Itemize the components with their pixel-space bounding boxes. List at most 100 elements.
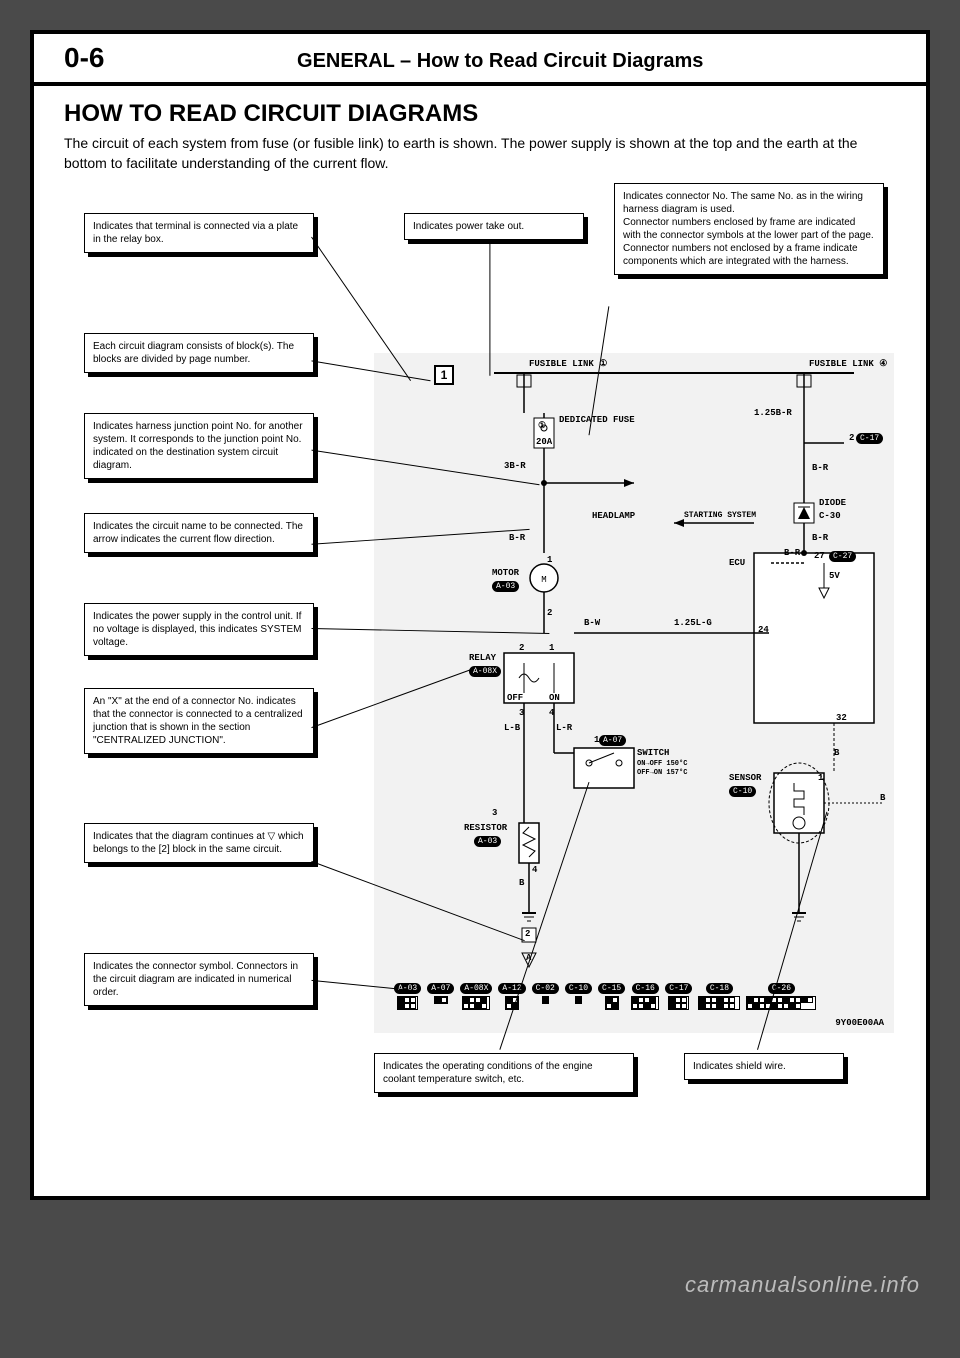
connector-pin-box <box>631 996 659 1010</box>
connector-symbol: A-08X <box>460 983 492 1010</box>
wire-br-3: B-R <box>812 533 828 543</box>
resistor-label: RESISTOR <box>464 823 507 833</box>
relay-conn-oval: A-08X <box>469 666 501 677</box>
ecu-5v: 5V <box>829 571 840 581</box>
switch-off-on: OFF→ON 157°C <box>637 769 687 777</box>
connector-symbol: C-02 <box>532 983 559 1004</box>
connector-symbol: C-10 <box>565 983 592 1004</box>
dedicated-fuse-label: DEDICATED FUSE <box>559 415 635 425</box>
wire-b-3: B <box>834 748 839 758</box>
page-header: 0-6 GENERAL – How to Read Circuit Diagra… <box>34 34 926 86</box>
node-1: 1 <box>547 555 552 565</box>
switch-on-off: ON→OFF 150°C <box>637 760 687 768</box>
fuse-amp-label: 20A <box>536 437 552 447</box>
node-2: 2 <box>547 608 552 618</box>
connector-id-oval: C-02 <box>532 983 559 994</box>
wire-b-2: B <box>880 793 885 803</box>
node-1c: 1 <box>549 643 554 653</box>
svg-text:M: M <box>541 575 546 585</box>
content-area: Indicates that terminal is connected via… <box>34 183 926 1183</box>
connector-symbol: C-18 <box>698 983 740 1010</box>
connector-id-oval: C-10 <box>565 983 592 994</box>
connector-pin-box <box>434 996 448 1004</box>
page-number: 0-6 <box>64 42 104 74</box>
header-title: GENERAL – How to Read Circuit Diagrams <box>104 50 896 73</box>
node-1b: 1 <box>594 735 599 745</box>
wire-b-1: B <box>519 878 524 888</box>
connector-pin-box <box>746 996 816 1010</box>
intro-paragraph: The circuit of each system from fuse (or… <box>34 134 926 183</box>
sensor-label: SENSOR <box>729 773 761 783</box>
connector-id-oval: C-26 <box>768 983 795 994</box>
connector-pin-box <box>698 996 740 1010</box>
connector-pin-box <box>605 996 619 1010</box>
node-3a: 3 <box>519 708 524 718</box>
wire-125br: 1.25B-R <box>754 408 792 418</box>
diode-label: DIODE <box>819 498 846 508</box>
connector-id-oval: A-12 <box>498 983 525 994</box>
callout-x-connector: An "X" at the end of a connector No. ind… <box>84 688 314 754</box>
wire-3br: 3B-R <box>504 461 526 471</box>
pin-32: 32 <box>836 713 847 723</box>
watermark: carmanualsonline.info <box>685 1272 920 1298</box>
connector-id-oval: C-17 <box>665 983 692 994</box>
section-title: HOW TO READ CIRCUIT DIAGRAMS <box>34 86 926 134</box>
connector-pin-box <box>462 996 490 1010</box>
fusible-link-right-label: FUSIBLE LINK ④ <box>809 359 887 369</box>
wire-br-2: B-R <box>509 533 525 543</box>
ecu-label: ECU <box>729 558 745 568</box>
connector-pin-box <box>575 996 582 1004</box>
connector-symbol: C-26 <box>746 983 816 1010</box>
connector-pin-box <box>397 996 418 1010</box>
pin-27: 27 <box>814 551 825 561</box>
node-1d: 1 <box>818 773 823 783</box>
connector-symbol: A-07 <box>427 983 454 1004</box>
ref-code: 9Y00E00AA <box>835 1018 884 1028</box>
connector-id-oval: A-07 <box>427 983 454 994</box>
relay-off: OFF <box>507 693 523 703</box>
callout-connector-no: Indicates connector No. The same No. as … <box>614 183 884 275</box>
wire-lr: L-R <box>556 723 572 733</box>
connector-id-oval: C-18 <box>706 983 733 994</box>
pin-2: 2 <box>849 433 854 443</box>
pin-24: 24 <box>758 625 769 635</box>
motor-conn-oval: A-03 <box>492 581 519 592</box>
manual-page: 0-6 GENERAL – How to Read Circuit Diagra… <box>30 30 930 1200</box>
conn-c17-oval: C-17 <box>856 433 883 444</box>
callout-terminal-plate: Indicates that terminal is connected via… <box>84 213 314 253</box>
connector-id-oval: A-08X <box>460 983 492 994</box>
wire-bw: B-W <box>584 618 600 628</box>
node-2b: 2 <box>519 643 524 653</box>
wiring-svg: M <box>374 353 894 1033</box>
connector-id-oval: C-15 <box>598 983 625 994</box>
relay-on: ON <box>549 693 560 703</box>
connector-symbol: C-16 <box>631 983 659 1010</box>
tri-a: A <box>526 953 531 963</box>
connector-pin-box <box>505 996 519 1010</box>
relay-label: RELAY <box>469 653 496 663</box>
circuit-diagram: 1 <box>374 353 894 1033</box>
node-4a: 4 <box>549 708 554 718</box>
wire-br-4: B-R <box>784 548 800 558</box>
headlamp-label: HEADLAMP <box>592 511 635 521</box>
callout-block-pages: Each circuit diagram consists of block(s… <box>84 333 314 373</box>
connector-symbol-row: A-03A-07A-08XA-12C-02C-10C-15C-16C-17C-1… <box>394 983 816 1010</box>
sensor-conn-oval: C-10 <box>729 786 756 797</box>
fusible-link-left-label: FUSIBLE LINK ① <box>529 359 607 369</box>
callout-diagram-continues: Indicates that the diagram continues at … <box>84 823 314 863</box>
connector-pin-box <box>668 996 689 1010</box>
motor-label: MOTOR <box>492 568 519 578</box>
callout-operating-conditions: Indicates the operating conditions of th… <box>374 1053 634 1093</box>
fuse-circle-label: ① <box>538 421 546 431</box>
tri-num-box: 2 <box>525 929 530 939</box>
conn-c27-oval: C-27 <box>829 551 856 562</box>
node-3b: 3 <box>492 808 497 818</box>
switch-conn-oval: A-07 <box>599 735 626 746</box>
connector-symbol: A-12 <box>498 983 525 1010</box>
wire-br-1: B-R <box>812 463 828 473</box>
callout-junction-point: Indicates harness junction point No. for… <box>84 413 314 479</box>
connector-id-oval: C-16 <box>632 983 659 994</box>
node-4b: 4 <box>532 865 537 875</box>
connector-symbol: C-15 <box>598 983 625 1010</box>
diode-conn: C-30 <box>819 511 841 521</box>
